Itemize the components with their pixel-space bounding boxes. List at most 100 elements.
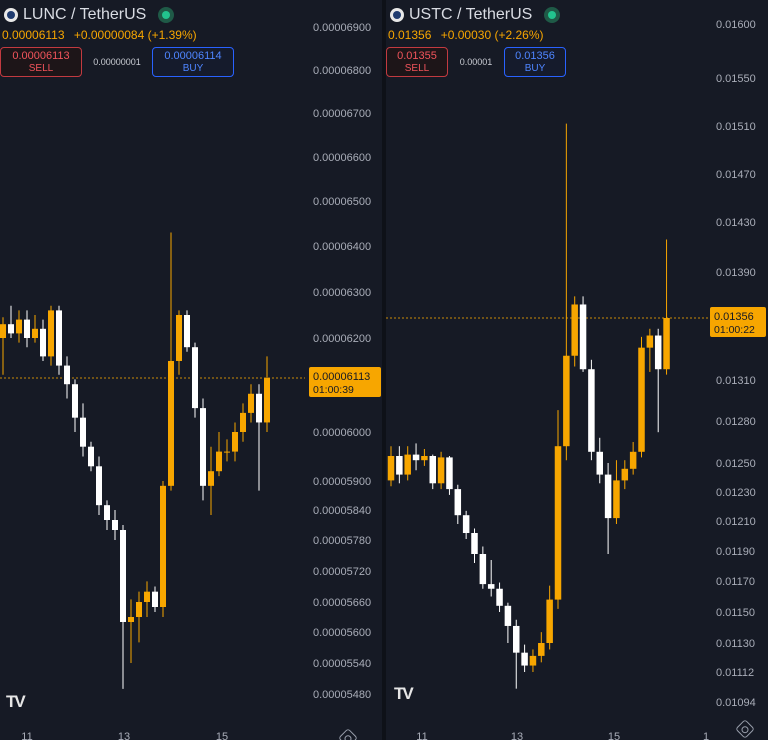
candle-body bbox=[64, 365, 70, 385]
candle-body bbox=[421, 456, 428, 461]
coin-icon bbox=[390, 8, 404, 22]
price-tick-label: 0.01470 bbox=[716, 169, 756, 181]
price-change-row: 0.01356 +0.00030 (+2.26%) bbox=[388, 28, 566, 42]
candle-body bbox=[387, 456, 395, 481]
candle-body bbox=[513, 625, 520, 653]
candle-body bbox=[596, 451, 603, 475]
spread-value: 0.00001 bbox=[459, 57, 493, 67]
price-tag-value: 0.01356 bbox=[714, 311, 754, 323]
candle-body bbox=[216, 451, 222, 472]
candle-body bbox=[232, 432, 238, 452]
spread-value: 0.00000001 bbox=[93, 57, 141, 67]
candle-body bbox=[224, 451, 230, 453]
candle-body bbox=[654, 335, 662, 370]
candle-body bbox=[604, 474, 612, 519]
candle-body bbox=[248, 393, 254, 413]
trade-buttons: 0.01355 SELL 0.00001 0.01356 BUY bbox=[386, 47, 566, 77]
price-tick-label: 0.00006800 bbox=[313, 65, 371, 77]
lunc-chart-panel: 0.00006900 0.00006800 0.00006700 0.00006600… bbox=[0, 0, 382, 740]
sell-button[interactable]: 0.00006113 SELL bbox=[0, 47, 82, 77]
price-tick-label: 0.01170 bbox=[716, 576, 755, 588]
price-tick-label: 0.01430 bbox=[716, 217, 756, 229]
candle-body bbox=[200, 408, 206, 486]
candle-body bbox=[48, 310, 54, 357]
buy-button[interactable]: 0.00006114 BUY bbox=[152, 47, 234, 77]
price-tick-label: 0.01112 bbox=[716, 667, 754, 679]
time-tick-label: 1 bbox=[703, 731, 709, 740]
price-tag-countdown: 01:00:39 bbox=[313, 384, 354, 396]
candle-body bbox=[646, 335, 654, 348]
symbol-title[interactable]: LUNC / TetherUS bbox=[23, 6, 147, 23]
candle-body bbox=[396, 456, 403, 475]
symbol-title[interactable]: USTC / TetherUS bbox=[409, 6, 533, 23]
candle-body bbox=[8, 324, 14, 334]
candle-body bbox=[554, 446, 562, 600]
price-tick-label: 0.00006500 bbox=[313, 196, 371, 208]
price-tick-label: 0.00006300 bbox=[313, 287, 371, 299]
live-dot-icon bbox=[544, 7, 561, 23]
time-tick-label: 13 bbox=[511, 731, 523, 740]
price-tick-label: 0.00006200 bbox=[313, 333, 371, 345]
candle-body bbox=[429, 456, 436, 484]
candle-body bbox=[471, 533, 478, 554]
candle-body bbox=[152, 591, 158, 607]
candle-body bbox=[588, 369, 595, 452]
price-tick-label: 0.01280 bbox=[716, 416, 756, 428]
tradingview-logo-icon[interactable]: TV bbox=[394, 684, 414, 703]
candle-body bbox=[184, 315, 190, 348]
ustc-candlestick-chart[interactable]: 0.01600 0.01550 0.01510 0.01470 0.01430 0.013… bbox=[386, 0, 768, 740]
price-tick-label: 0.01150 bbox=[716, 607, 755, 619]
candle-body bbox=[264, 378, 270, 423]
candle-body bbox=[40, 328, 46, 357]
price-tick-label: 0.01130 bbox=[716, 638, 755, 650]
candle-body bbox=[24, 319, 30, 338]
candle-body bbox=[629, 451, 637, 469]
candle-body bbox=[16, 319, 22, 334]
price-tick-label: 0.01310 bbox=[716, 375, 756, 387]
price-tag-countdown: 01:00:22 bbox=[714, 324, 755, 336]
price-tick-label: 0.01550 bbox=[716, 73, 756, 85]
tradingview-logo-icon[interactable]: TV bbox=[6, 692, 26, 711]
time-tick-label: 11 bbox=[21, 731, 32, 740]
candle-body bbox=[546, 599, 553, 643]
buy-price: 0.01356 bbox=[515, 50, 555, 62]
candle-body bbox=[208, 471, 214, 486]
time-tick-label: 11 bbox=[416, 731, 427, 740]
panel-divider bbox=[382, 0, 386, 740]
price-tick-label: 0.01210 bbox=[716, 516, 756, 528]
time-tick-label: 13 bbox=[118, 731, 130, 740]
buy-button[interactable]: 0.01356 BUY bbox=[504, 47, 566, 77]
candle-body bbox=[88, 446, 94, 467]
candle-body bbox=[412, 454, 420, 461]
candle-body bbox=[529, 655, 537, 666]
candle-body bbox=[136, 602, 142, 617]
price-tag-box bbox=[309, 367, 381, 397]
candle-body bbox=[192, 347, 198, 409]
sell-button[interactable]: 0.01355 SELL bbox=[386, 47, 448, 77]
candle-body bbox=[496, 588, 503, 606]
buy-label: BUY bbox=[182, 63, 204, 74]
candle-body bbox=[462, 515, 470, 533]
live-dot-icon bbox=[158, 7, 175, 23]
lunc-header: LUNC / TetherUS 0.00006113 +0.00000084 (… bbox=[0, 4, 234, 77]
candle-body bbox=[56, 310, 62, 366]
sell-price: 0.00006113 bbox=[12, 50, 70, 62]
price-tick-label: 0.01510 bbox=[716, 121, 756, 133]
candle-body bbox=[256, 393, 262, 423]
candle-body bbox=[72, 384, 78, 418]
price-tick-label: 0.00005900 bbox=[313, 476, 371, 488]
candle-body bbox=[32, 328, 38, 338]
price-change-row: 0.00006113 +0.00000084 (+1.39%) bbox=[2, 28, 234, 42]
candle-body bbox=[454, 489, 462, 516]
lunc-candlestick-chart[interactable]: 0.00006900 0.00006800 0.00006700 0.00006600… bbox=[0, 0, 382, 740]
price-tag-box bbox=[710, 307, 766, 337]
candle-body bbox=[168, 360, 174, 486]
buy-label: BUY bbox=[524, 63, 546, 74]
price-tick-label: 0.00006900 bbox=[313, 22, 371, 34]
price-tick-label: 0.00005660 bbox=[313, 597, 371, 609]
price-tick-label: 0.01250 bbox=[716, 458, 756, 470]
price-tick-label: 0.00006000 bbox=[313, 427, 371, 439]
candle-body bbox=[521, 652, 528, 666]
candle-body bbox=[638, 347, 645, 452]
candle-body bbox=[663, 318, 670, 370]
